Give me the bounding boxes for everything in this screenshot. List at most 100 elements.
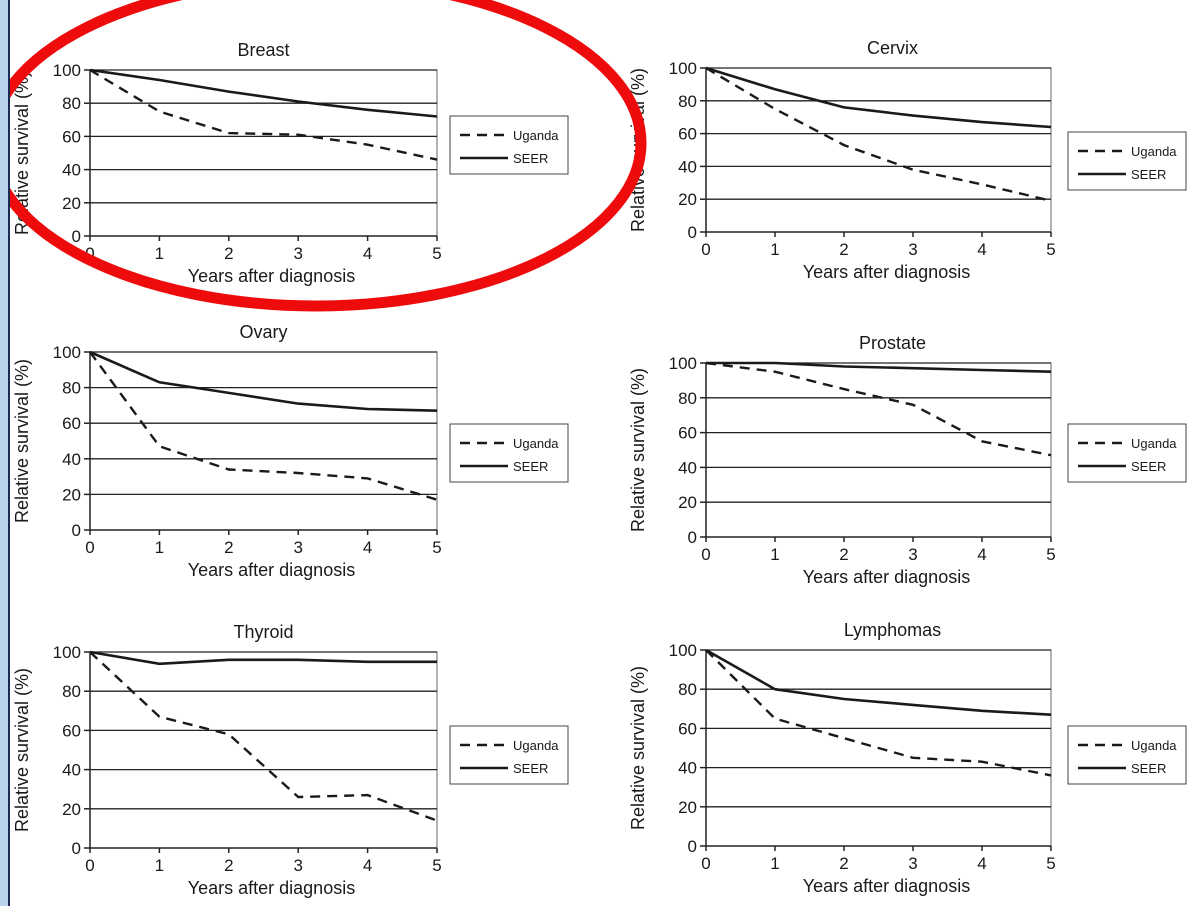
y-tick-label: 60 [62, 127, 81, 146]
y-tick-label: 60 [678, 125, 697, 144]
y-tick-label: 60 [62, 721, 81, 740]
y-tick-label: 0 [688, 528, 697, 547]
x-tick-label: 2 [224, 244, 233, 263]
y-tick-label: 20 [678, 798, 697, 817]
x-tick-label: 2 [224, 538, 233, 557]
y-tick-label: 20 [678, 493, 697, 512]
x-axis-label: Years after diagnosis [188, 560, 355, 580]
legend: Uganda SEER [449, 423, 569, 483]
legend: Uganda SEER [449, 725, 569, 785]
y-tick-label: 60 [62, 414, 81, 433]
x-tick-label: 1 [155, 244, 164, 263]
y-tick-label: 60 [678, 424, 697, 443]
y-tick-label: 80 [678, 389, 697, 408]
legend-box [449, 725, 569, 785]
legend-label: Uganda [513, 436, 559, 451]
x-tick-label: 2 [839, 545, 848, 564]
series-line-seer [706, 361, 1052, 373]
x-axis-label: Years after diagnosis [803, 567, 970, 587]
x-tick-label: 5 [432, 856, 441, 875]
plot-area [705, 67, 1052, 233]
x-tick-label: 4 [977, 545, 986, 564]
y-axis-label: Relative survival (%) [12, 668, 32, 832]
legend-box [449, 423, 569, 483]
x-tick-label: 1 [770, 545, 779, 564]
legend-label: Uganda [513, 128, 559, 143]
y-axis-label: Relative survival (%) [628, 666, 648, 830]
chart-title: Ovary [239, 322, 287, 342]
legend-label: Uganda [513, 738, 559, 753]
y-tick-label: 80 [678, 680, 697, 699]
y-tick-label: 80 [62, 94, 81, 113]
legend-box [1067, 423, 1187, 483]
y-tick-label: 100 [669, 59, 697, 78]
x-tick-label: 3 [908, 854, 917, 873]
y-tick-label: 40 [62, 161, 81, 180]
legend-label: SEER [513, 761, 548, 776]
series-line-uganda [89, 351, 438, 501]
chart-ovary: 0 20 40 60 80 100 0 1 2 3 4 5 Ovary Years after diagn… [12, 322, 569, 580]
x-axis-label: Years after diagnosis [803, 876, 970, 896]
chart-breast: 0 20 40 60 80 100 0 1 2 3 4 5 Breast Years after diag… [12, 40, 569, 286]
y-tick-label: 40 [678, 157, 697, 176]
x-tick-label: 0 [701, 545, 710, 564]
y-tick-label: 0 [72, 227, 81, 246]
x-tick-label: 3 [293, 244, 302, 263]
series-line-seer [705, 66, 1052, 129]
legend-label: SEER [1131, 761, 1166, 776]
x-tick-label: 4 [977, 854, 986, 873]
y-tick-label: 0 [72, 521, 81, 540]
x-tick-label: 3 [293, 856, 302, 875]
y-tick-label: 40 [62, 761, 81, 780]
plot-area [89, 351, 438, 531]
y-tick-label: 80 [678, 92, 697, 111]
series-line-uganda [705, 361, 1052, 457]
y-tick-label: 40 [62, 450, 81, 469]
legend-label: SEER [513, 151, 548, 166]
legend-label: Uganda [1131, 436, 1177, 451]
y-tick-label: 100 [53, 643, 81, 662]
chart-cervix: 0 20 40 60 80 100 0 1 2 3 4 5 Cervix Years after diag… [628, 38, 1187, 282]
chart-thyroid: 0 20 40 60 80 100 0 1 2 3 4 5 Thyroid Years after dia… [12, 622, 569, 898]
y-axis-label: Relative survival (%) [12, 71, 32, 235]
series-line-uganda [705, 66, 1052, 202]
y-tick-label: 20 [62, 800, 81, 819]
x-tick-label: 0 [85, 244, 94, 263]
series-line-seer [89, 350, 438, 412]
x-tick-label: 5 [432, 244, 441, 263]
legend-label: SEER [513, 459, 548, 474]
x-tick-label: 5 [1046, 854, 1055, 873]
x-tick-label: 0 [85, 538, 94, 557]
y-tick-label: 20 [62, 485, 81, 504]
y-tick-label: 20 [678, 190, 697, 209]
y-tick-label: 40 [678, 759, 697, 778]
x-tick-label: 2 [839, 854, 848, 873]
x-tick-label: 1 [155, 856, 164, 875]
y-tick-label: 80 [62, 682, 81, 701]
y-axis-label: Relative survival (%) [12, 359, 32, 523]
x-tick-label: 4 [363, 538, 372, 557]
chart-title: Cervix [867, 38, 918, 58]
x-tick-label: 0 [701, 854, 710, 873]
x-tick-label: 0 [701, 240, 710, 259]
y-tick-label: 100 [53, 343, 81, 362]
x-tick-label: 2 [839, 240, 848, 259]
x-axis-label: Years after diagnosis [188, 266, 355, 286]
x-tick-label: 4 [363, 856, 372, 875]
x-tick-label: 4 [977, 240, 986, 259]
series-line-uganda [705, 649, 1052, 777]
figure-frame: 0 20 40 60 80 100 0 1 2 3 4 5 Breast Years after diag… [8, 0, 1189, 906]
chart-title: Prostate [859, 333, 926, 353]
legend-label: Uganda [1131, 738, 1177, 753]
chart-title: Breast [237, 40, 289, 60]
legend-box [1067, 131, 1187, 191]
legend-box [1067, 725, 1187, 785]
chart-title: Thyroid [233, 622, 293, 642]
y-tick-label: 100 [669, 641, 697, 660]
y-tick-label: 0 [688, 223, 697, 242]
x-axis-label: Years after diagnosis [188, 878, 355, 898]
x-tick-label: 1 [770, 854, 779, 873]
y-axis-label: Relative survival (%) [628, 368, 648, 532]
y-tick-label: 40 [678, 458, 697, 477]
